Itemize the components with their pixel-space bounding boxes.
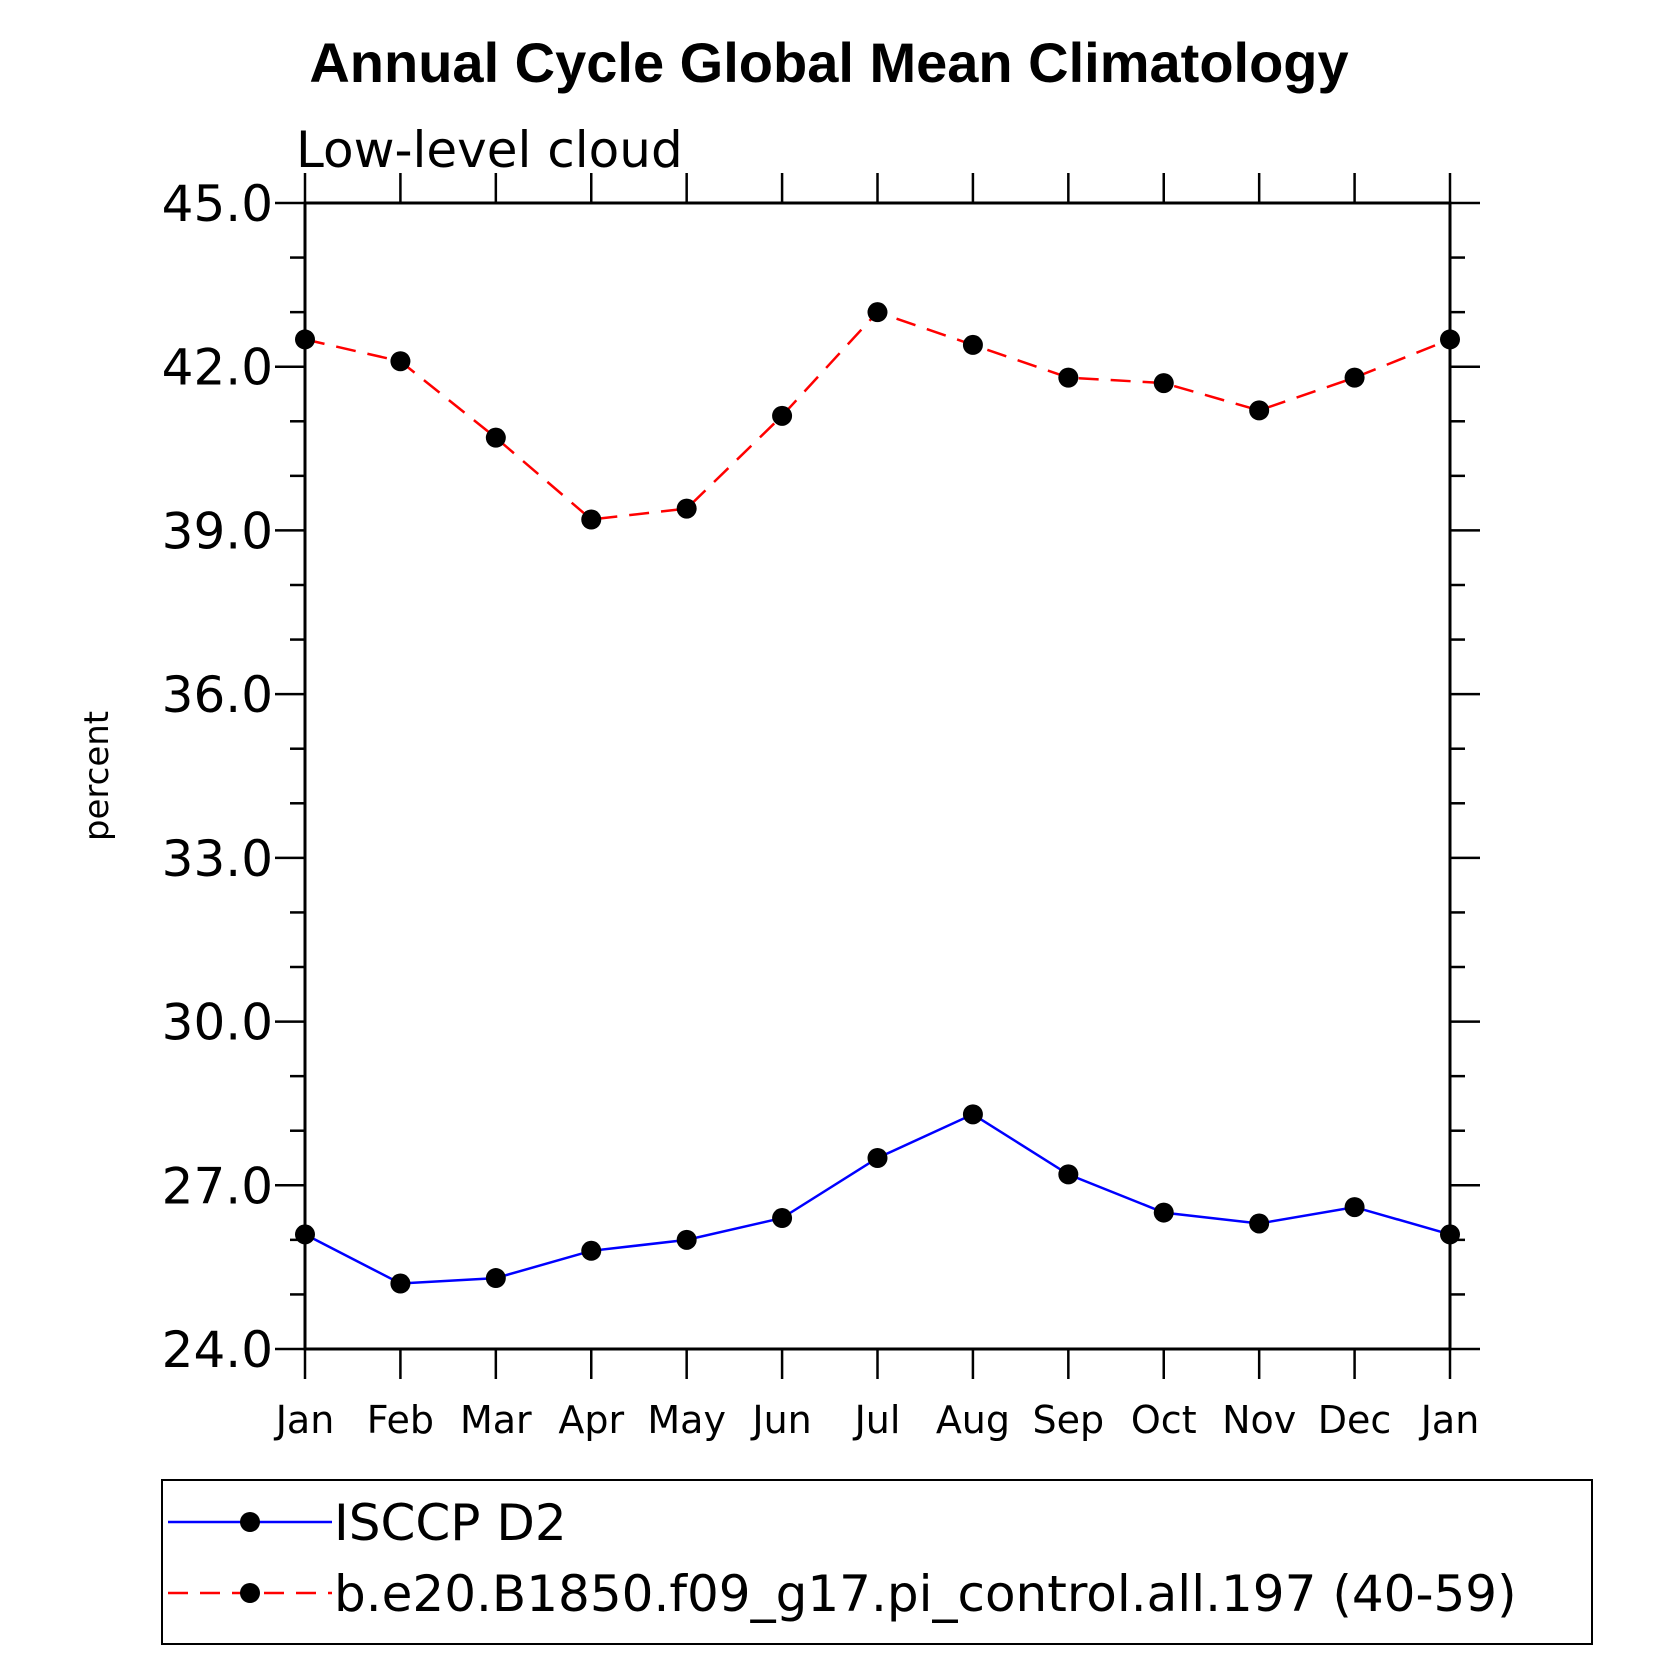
- x-tick-label: Jan: [1419, 1398, 1480, 1442]
- y-tick-label: 42.0: [162, 339, 273, 397]
- data-point-series-0: [867, 1148, 888, 1168]
- legend-marker-model: [240, 1583, 260, 1603]
- data-point-series-0: [581, 1240, 602, 1261]
- y-tick-label: 39.0: [162, 502, 273, 560]
- data-point-series-1: [485, 427, 506, 448]
- data-point-series-0: [1249, 1213, 1270, 1234]
- x-tick-label: Sep: [1033, 1398, 1105, 1442]
- x-tick-label: Jul: [853, 1398, 901, 1442]
- data-point-series-1: [390, 351, 411, 372]
- data-point-series-0: [1153, 1202, 1174, 1223]
- y-tick-label: 30.0: [162, 994, 273, 1052]
- data-point-series-1: [1344, 367, 1365, 388]
- data-point-series-1: [1249, 400, 1270, 421]
- data-point-series-1: [772, 405, 793, 426]
- legend: ISCCP D2 b.e20.B1850.f09_g17.pi_control.…: [161, 1479, 1593, 1645]
- data-point-series-1: [581, 509, 602, 530]
- y-tick-label: 45.0: [162, 175, 273, 233]
- x-tick-label: Feb: [367, 1398, 434, 1442]
- y-tick-label: 27.0: [162, 1157, 273, 1215]
- x-tick-label: Jun: [750, 1398, 811, 1442]
- x-tick-label: Aug: [936, 1398, 1010, 1442]
- series-line-1: [304, 310, 1451, 521]
- x-tick-label: Jan: [274, 1398, 335, 1442]
- y-tick-label: 33.0: [162, 830, 273, 888]
- data-point-series-1: [676, 498, 697, 519]
- series-line-0: [304, 1112, 1451, 1285]
- y-axis-label: percent: [77, 711, 117, 841]
- data-point-series-1: [962, 334, 983, 355]
- x-tick-label: Mar: [460, 1398, 532, 1442]
- legend-box: [161, 1479, 1593, 1645]
- data-point-series-0: [390, 1273, 411, 1294]
- x-tick-label: Nov: [1222, 1398, 1296, 1442]
- data-point-series-1: [867, 302, 888, 323]
- data-point-series-0: [1058, 1164, 1079, 1185]
- y-tick-label: 36.0: [162, 666, 273, 724]
- legend-label-model: b.e20.B1850.f09_g17.pi_control.all.197 (…: [334, 1565, 1517, 1623]
- y-tick-labels: 24.0 27.0 30.0 33.0 36.0 39.0 42.0 45.0: [162, 175, 273, 1379]
- legend-label-isccp: ISCCP D2: [334, 1494, 567, 1552]
- legend-marker-isccp: [240, 1512, 260, 1532]
- data-point-series-0: [772, 1208, 793, 1229]
- x-tick-label: Oct: [1131, 1398, 1197, 1442]
- data-point-series-0: [676, 1229, 697, 1250]
- plot-frame: [303, 201, 1452, 1351]
- axis-ticks: [275, 173, 1480, 1379]
- chart-title: Annual Cycle Global Mean Climatology: [309, 31, 1348, 94]
- x-tick-label: Dec: [1318, 1398, 1392, 1442]
- data-point-series-1: [1153, 373, 1174, 394]
- data-point-series-1: [1058, 367, 1079, 388]
- data-point-series-0: [1344, 1197, 1365, 1218]
- data-point-series-0: [962, 1104, 983, 1125]
- data-point-series-0: [485, 1268, 506, 1289]
- x-tick-label: May: [647, 1398, 726, 1442]
- x-tick-label: Apr: [558, 1398, 624, 1442]
- chart-subtitle: Low-level cloud: [296, 121, 683, 179]
- series-layer: [295, 302, 1460, 1294]
- y-tick-label: 24.0: [162, 1321, 273, 1379]
- x-tick-labels: Jan Feb Mar Apr May Jun Jul Aug Sep Oct Nov Dec Jan: [274, 1398, 1480, 1442]
